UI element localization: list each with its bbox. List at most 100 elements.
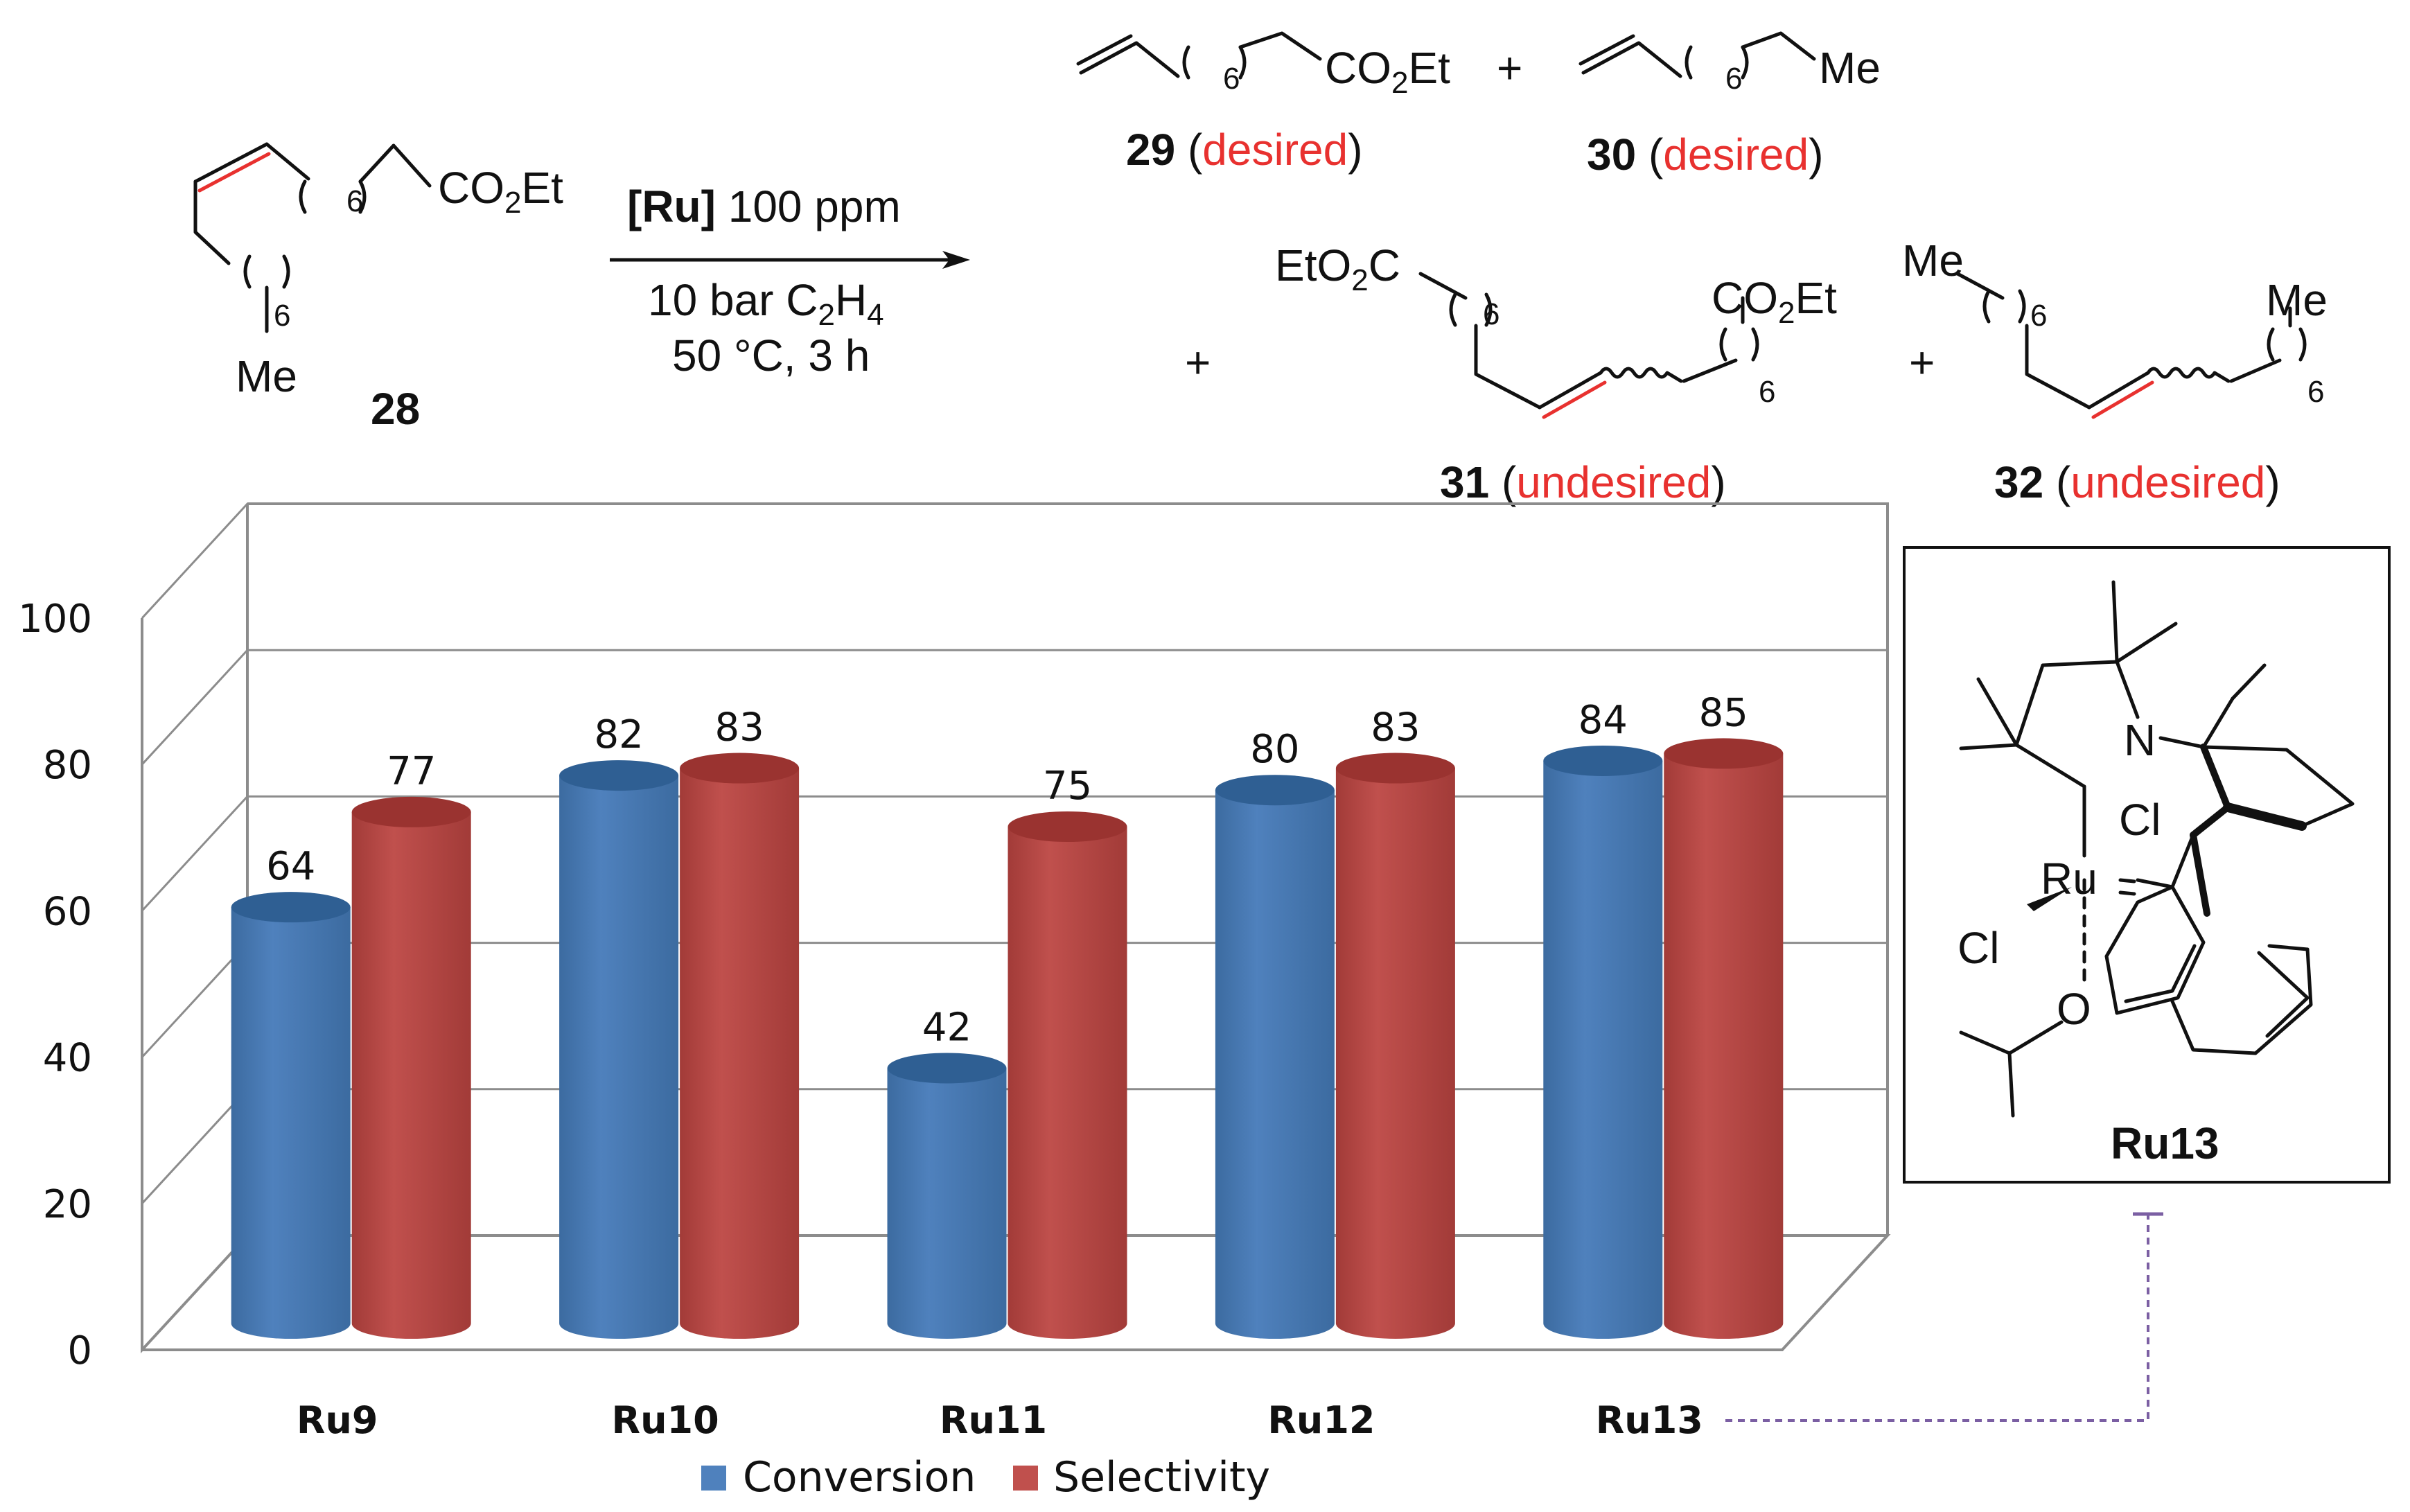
plus-2: + — [1185, 337, 1211, 387]
plus-3: + — [1909, 337, 1935, 387]
category-label-ru13: Ru13 — [1596, 1398, 1703, 1442]
catalyst-ru13-box: N Cl Ru Cl O Ru13 — [1903, 546, 2391, 1184]
reaction-scheme — [193, 142, 432, 333]
catalyst-frame — [1903, 546, 2391, 1184]
bar-top — [680, 753, 800, 784]
bar-conversion-ru13 — [1543, 745, 1663, 1339]
bar-body — [1664, 753, 1784, 1339]
sm-subscript-6a: 6 — [346, 184, 363, 218]
chart-legend: Conversion Selectivity — [701, 1453, 1270, 1502]
atom-cl-left: Cl — [1958, 923, 1999, 973]
p32-subscript-6a: 6 — [2030, 299, 2047, 333]
p29-label: 29 (desired) — [1126, 125, 1363, 175]
p32-me-right: Me — [2266, 275, 2328, 325]
atom-o: O — [2057, 984, 2091, 1034]
catalyst-atoms: N Cl Ru Cl O — [1958, 715, 2161, 1034]
bar-selectivity-ru11 — [1008, 811, 1127, 1339]
atom-n: N — [2124, 715, 2156, 765]
bar-top — [559, 760, 679, 791]
y-tick-80: 80 — [43, 743, 92, 788]
p29-subscript-6: 6 — [1223, 62, 1240, 96]
catalyst-structure — [1959, 580, 2355, 1118]
bar-body — [559, 775, 679, 1339]
p32-label: 32 (undesired) — [1994, 457, 2280, 507]
sm-me-text: Me — [236, 351, 297, 401]
category-label-ru12: Ru12 — [1267, 1398, 1375, 1442]
value-label-selectivity-ru13: 85 — [1699, 690, 1748, 735]
p30-me: Me — [1819, 43, 1881, 93]
bar-body — [887, 1068, 1007, 1339]
bar-conversion-ru11 — [887, 1053, 1007, 1339]
gridline-100 — [141, 502, 1888, 619]
bar-body — [231, 907, 351, 1339]
bar-selectivity-ru13 — [1664, 738, 1784, 1339]
value-label-conversion-ru10: 82 — [594, 712, 643, 757]
category-label-ru10: Ru10 — [612, 1398, 719, 1442]
value-label-conversion-ru9: 64 — [266, 844, 315, 889]
bar-body — [1215, 790, 1335, 1339]
reaction-conditions: [Ru] 100 ppm 10 bar C2H4 50 °C, 3 h — [627, 182, 901, 380]
reaction-arrow — [610, 251, 970, 269]
y-tick-20: 20 — [43, 1182, 92, 1227]
bar-body — [1008, 827, 1127, 1339]
bar-selectivity-ru9 — [351, 796, 471, 1339]
chart-bars — [231, 738, 1784, 1339]
p31-label: 31 (undesired) — [1440, 457, 1726, 507]
legend-label-selectivity: Selectivity — [1053, 1453, 1270, 1502]
product-31-32-structures — [1418, 272, 2307, 419]
value-label-conversion-ru11: 42 — [922, 1005, 971, 1050]
bar-conversion-ru10 — [559, 760, 679, 1339]
bar-body — [680, 768, 800, 1339]
sm-compound-label: 28 — [371, 384, 420, 434]
condition-temperature-time: 50 °C, 3 h — [672, 331, 870, 380]
p31-subscript-6b: 6 — [1759, 375, 1775, 409]
bar-top — [1664, 738, 1784, 769]
value-label-conversion-ru13: 84 — [1578, 698, 1628, 743]
y-tick-40: 40 — [43, 1036, 92, 1081]
value-label-selectivity-ru10: 83 — [714, 705, 764, 750]
p30-subscript-6: 6 — [1725, 62, 1742, 96]
bar-conversion-ru12 — [1215, 775, 1335, 1339]
atom-cl-top: Cl — [2119, 795, 2161, 845]
gridline-80 — [141, 649, 1888, 766]
y-tick-60: 60 — [43, 889, 92, 934]
bar-top — [351, 796, 471, 827]
legend-label-conversion: Conversion — [743, 1453, 976, 1502]
bar-top — [1335, 753, 1455, 784]
bar-top — [887, 1053, 1007, 1084]
bar-body — [351, 811, 471, 1339]
starting-material-28-structure — [193, 142, 432, 333]
catalyst-label: Ru13 — [2111, 1118, 2219, 1168]
plus-1: + — [1497, 43, 1522, 93]
bar-top — [1543, 745, 1663, 776]
catalyst-wedge-bond — [2027, 887, 2072, 911]
p30-label: 30 (desired) — [1587, 130, 1824, 179]
atom-ru: Ru — [2041, 854, 2097, 904]
condition-catalyst: [Ru] 100 ppm — [627, 182, 901, 231]
bar-conversion-ru9 — [231, 892, 351, 1339]
chart-left-wall — [141, 504, 249, 1354]
bar-body — [1335, 768, 1455, 1339]
product-31-32-labels: + EtO2C 6 CO2Et 6 + Me 6 Me 6 31 (undesi… — [1185, 236, 2328, 507]
chart-data-labels: 64 77 82 83 42 75 80 83 84 85 — [266, 690, 1748, 1050]
chart-category-labels: Ru9 Ru10 Ru11 Ru12 Ru13 — [297, 1398, 1703, 1442]
bar-selectivity-ru12 — [1335, 753, 1455, 1339]
ru13-connector — [1725, 1212, 2163, 1422]
value-label-selectivity-ru12: 83 — [1371, 705, 1420, 750]
condition-pressure: 10 bar C2H4 — [648, 275, 884, 332]
bar-selectivity-ru10 — [680, 753, 800, 1339]
legend-swatch-conversion — [701, 1466, 726, 1491]
p29-co2et: CO2Et — [1325, 43, 1450, 100]
sm-subscript-6b: 6 — [274, 299, 290, 333]
starting-material-28-labels: CO2Et 6 6 Me 28 — [236, 163, 563, 434]
p31-subscript-6a: 6 — [1483, 297, 1499, 331]
chart-y-ticks: 0 20 40 60 80 100 — [18, 597, 92, 1373]
y-tick-0: 0 — [67, 1328, 92, 1373]
bar-top — [1008, 811, 1127, 842]
value-label-conversion-ru12: 80 — [1250, 727, 1299, 772]
p32-me-left: Me — [1902, 236, 1964, 285]
p32-subscript-6b: 6 — [2307, 375, 2324, 409]
p31-co2et: CO2Et — [1712, 273, 1837, 330]
product-29-30-structures — [1076, 31, 1816, 80]
bar-top — [231, 892, 351, 923]
